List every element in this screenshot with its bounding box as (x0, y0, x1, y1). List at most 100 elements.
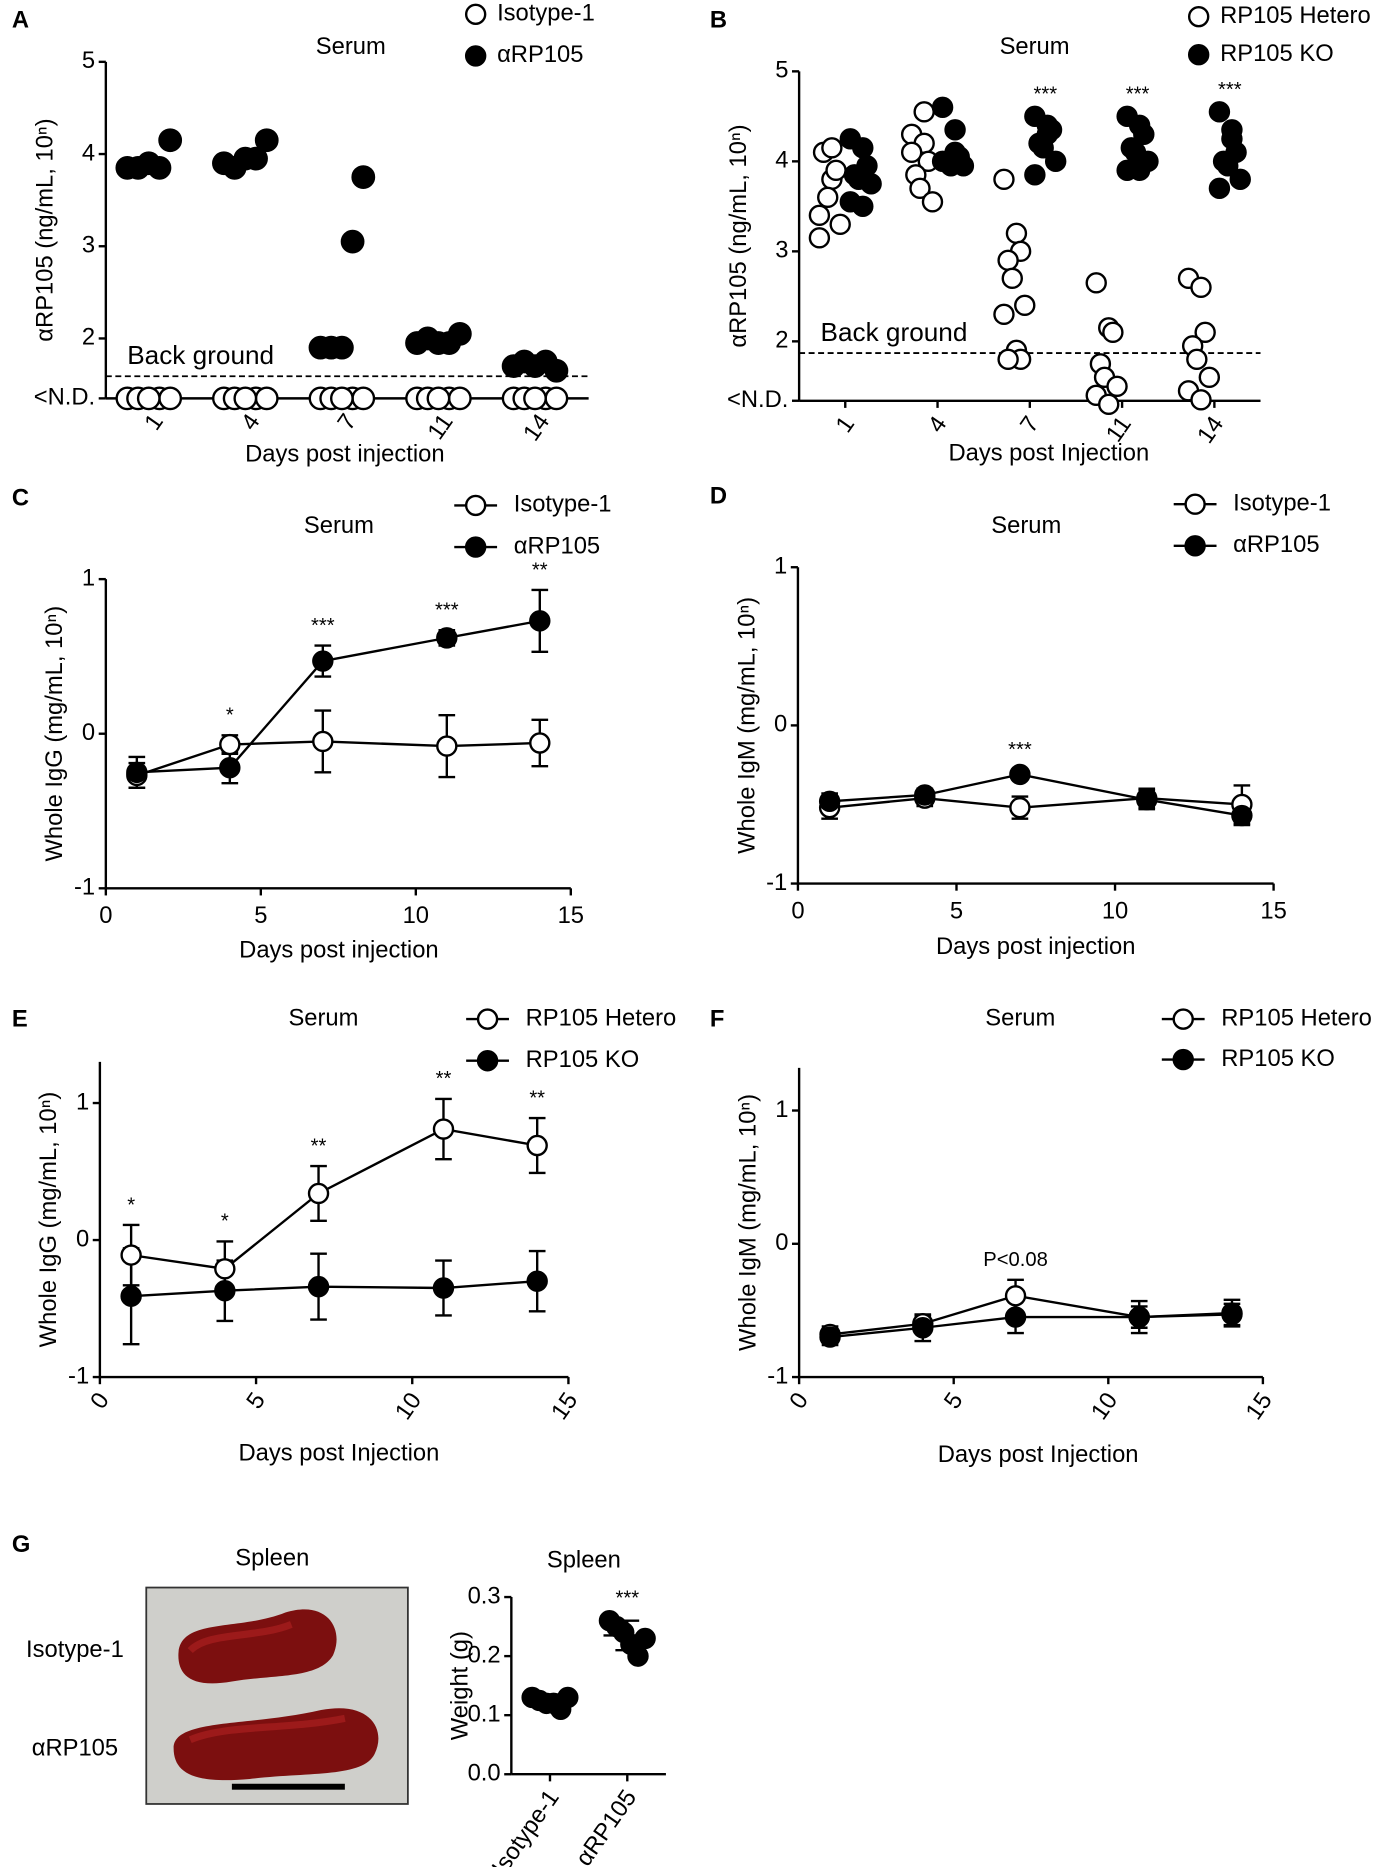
x-axis-label: Days post injection (239, 937, 438, 964)
y-axis-label: αRP105 (ng/mL, 10ⁿ) (32, 119, 59, 342)
y-tick-label: 5 (82, 47, 95, 74)
data-point (817, 186, 839, 209)
legend-marker (1184, 535, 1206, 557)
legend-marker (464, 494, 487, 517)
legend-marker (1187, 44, 1210, 66)
data-point (1036, 123, 1059, 146)
x-tick-label: 10 (403, 902, 429, 929)
x-tick-label: 10 (1102, 897, 1128, 924)
x-tick-label: 15 (1240, 1388, 1277, 1425)
x-tick-label: 0 (791, 897, 804, 924)
x-tick-label: 4 (923, 411, 953, 437)
data-point (860, 173, 882, 195)
data-point (821, 137, 843, 159)
chart-title: Serum (1000, 33, 1070, 60)
data-point (1044, 150, 1067, 173)
significance: *** (615, 1588, 639, 1610)
significance: *** (1126, 83, 1150, 105)
background-label: Back ground (821, 317, 968, 347)
data-point (1098, 393, 1120, 416)
data-point (1221, 1302, 1243, 1324)
data-point (829, 213, 851, 236)
data-point (1106, 375, 1128, 398)
y-tick-label: 0 (775, 1229, 788, 1256)
data-point (526, 1134, 548, 1157)
data-point (544, 386, 569, 411)
x-tick-label: 0 (784, 1388, 814, 1414)
data-point (1005, 222, 1028, 245)
x-tick-label: 10 (1086, 1388, 1123, 1425)
data-point (1004, 1306, 1027, 1328)
chart-title: Serum (985, 1004, 1055, 1031)
x-axis-label: Days post Injection (948, 440, 1149, 467)
data-point (1190, 276, 1212, 299)
x-tick-label: Isotype-1 (487, 1785, 565, 1867)
y-tick-label: 4 (82, 139, 95, 166)
data-point (1208, 177, 1231, 200)
data-point (432, 1118, 455, 1140)
data-point (993, 303, 1015, 326)
photo-title: Spleen (235, 1544, 309, 1571)
chart-title: Serum (288, 1004, 358, 1031)
sd-bar (538, 1693, 562, 1708)
x-tick-label: 11 (422, 409, 458, 445)
data-point (254, 128, 279, 153)
data-point (529, 610, 551, 632)
y-tick-label: 0.0 (468, 1760, 501, 1787)
y-axis-label: Whole IgG (mg/mL, 10ⁿ) (35, 1092, 62, 1348)
y-tick-label: 1 (774, 553, 787, 580)
data-point (912, 1317, 934, 1339)
data-point (1186, 348, 1208, 371)
y-axis-label: Weight (g) (447, 1631, 474, 1740)
significance: *** (435, 599, 459, 621)
panel-letter: D (710, 482, 727, 509)
sd-bar (615, 1619, 640, 1652)
data-point (1133, 123, 1155, 146)
legend-label: RP105 Hetero (1221, 1004, 1372, 1031)
legend-marker (476, 1008, 499, 1030)
chart-title: Serum (304, 512, 374, 539)
data-point (1001, 267, 1023, 290)
data-point (634, 1627, 656, 1650)
x-tick-label: 7 (1015, 411, 1045, 437)
x-axis-label: Days post Injection (239, 1440, 440, 1467)
data-point (526, 1270, 548, 1292)
x-tick-label: 4 (236, 409, 266, 435)
series-line (829, 1311, 1233, 1339)
data-point (1190, 389, 1212, 411)
data-point (909, 177, 931, 200)
data-point (312, 730, 334, 753)
x-tick-label: 5 (950, 897, 963, 924)
x-tick-label: 10 (390, 1388, 427, 1425)
data-point (1009, 796, 1031, 819)
y-axis-label: αRP105 (ng/mL, 10ⁿ) (725, 124, 752, 347)
data-point (158, 128, 183, 153)
x-tick-label: 5 (254, 902, 267, 929)
significance: *** (1218, 79, 1242, 101)
data-point (126, 761, 148, 784)
significance: *** (1008, 739, 1032, 761)
y-tick-label: 0.2 (468, 1641, 501, 1668)
data-point (329, 335, 354, 360)
data-point (436, 627, 458, 649)
x-tick-label: 1 (139, 409, 169, 435)
legend-label: RP105 KO (526, 1046, 640, 1073)
series-line (136, 619, 541, 774)
x-tick-label: 14 (1192, 411, 1229, 448)
data-point (214, 1258, 236, 1280)
significance: * (221, 1211, 229, 1233)
panel-letter: F (710, 1006, 725, 1033)
series-line (130, 1127, 538, 1271)
data-point (819, 1326, 841, 1348)
significance: * (226, 705, 234, 727)
legend-label: Isotype-1 (497, 0, 595, 27)
legend-label: Isotype-1 (1233, 489, 1331, 516)
y-tick-label: <N.D. (34, 384, 95, 411)
significance: *** (1033, 83, 1057, 105)
data-point (340, 229, 365, 254)
data-point (914, 784, 936, 806)
data-point (852, 195, 874, 218)
data-point (921, 191, 944, 213)
panel-letter: B (710, 7, 727, 34)
data-point (993, 168, 1015, 191)
